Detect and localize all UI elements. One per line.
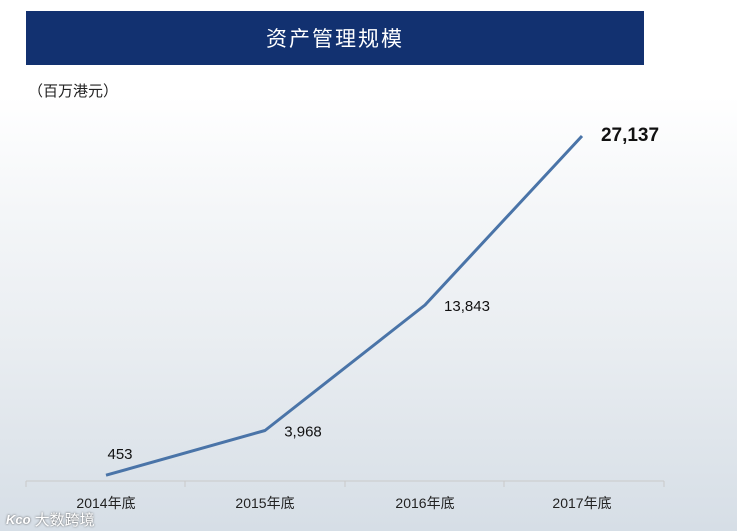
unit-label: （百万港元）: [28, 83, 119, 100]
x-tick-label: 2014年底: [76, 495, 135, 511]
x-tick-label: 2015年底: [235, 495, 294, 511]
watermark: Kco 大数跨境: [6, 509, 95, 530]
data-label: 453: [107, 446, 132, 463]
series-line: [105, 134, 584, 477]
watermark-text: 大数跨境: [34, 512, 95, 529]
data-label: 3,968: [284, 424, 322, 441]
data-label: 27,137: [601, 125, 659, 146]
title-banner: 资产管理规模: [26, 11, 644, 65]
data-label: 13,843: [444, 298, 490, 315]
watermark-logo: Kco: [6, 512, 31, 527]
x-tick-label: 2017年底: [552, 495, 611, 511]
x-tick-label: 2016年底: [395, 495, 454, 511]
chart-title: 资产管理规模: [266, 28, 404, 51]
